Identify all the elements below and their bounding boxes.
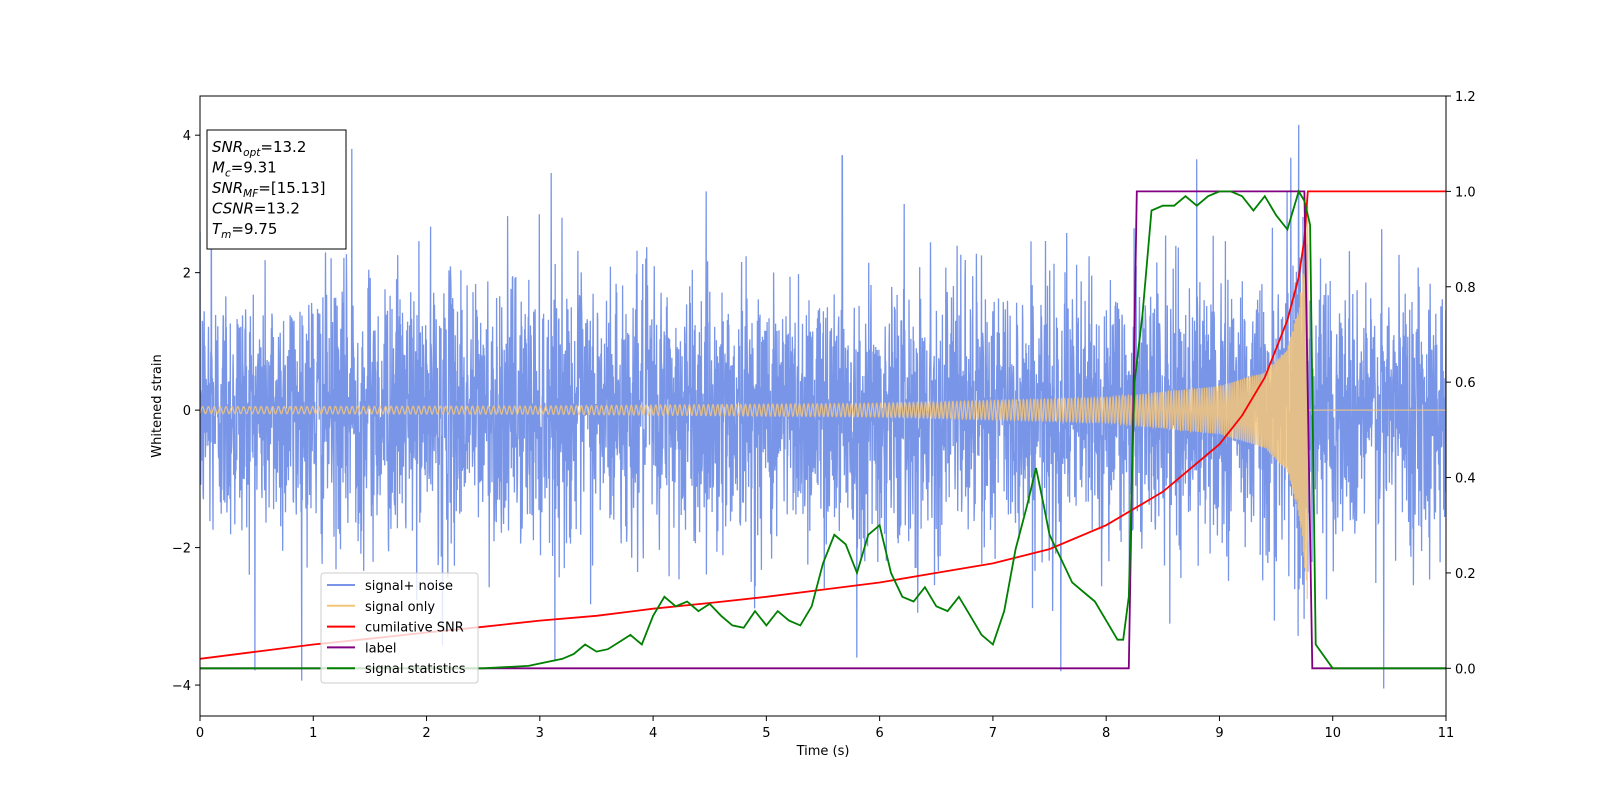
legend-label-label: label [365, 641, 396, 656]
info-box-frame [206, 129, 347, 250]
legend-label-cumilative-snr: cumilative SNR [365, 621, 464, 636]
y-axis-title: Whitened strain [150, 354, 165, 457]
y-tick-label: −4 [172, 679, 191, 694]
x-tick-label: 7 [989, 726, 997, 741]
x-tick-label: 1 [309, 726, 317, 741]
x-tick-label: 6 [875, 726, 883, 741]
y-tick-label: 0 [183, 404, 191, 419]
y-tick-label: 2 [183, 267, 191, 282]
info-line: SNRMF=[15.13] [212, 179, 326, 200]
series-signal-plus-noise [200, 124, 1446, 689]
x-tick-label: 9 [1215, 726, 1223, 741]
y2-tick-label: 1.0 [1455, 185, 1476, 200]
x-tick-label: 4 [649, 726, 657, 741]
legend-label-signal-noise: signal+ noise [365, 579, 453, 594]
legend-label-signal-statistics: signal statistics [365, 662, 466, 677]
y2-tick-label: 0.8 [1455, 281, 1476, 296]
y-axis: −4 −2 0 2 4 [172, 129, 200, 694]
y-tick-label: 4 [183, 129, 191, 144]
x-tick-label: 0 [196, 726, 204, 741]
plot-frame [199, 95, 1447, 717]
y2-tick-label: 0.6 [1455, 376, 1476, 391]
info-box: SNRopt=13.2Mc=9.31SNRMF=[15.13]CSNR=13.2… [206, 129, 347, 250]
series-signal-statistics [200, 189, 1446, 670]
x-tick-label: 11 [1438, 726, 1455, 741]
series-signal-only [200, 205, 1446, 599]
info-line: SNRopt=13.2 [212, 138, 306, 159]
x-tick-label: 10 [1324, 726, 1341, 741]
y2-axis: 0.0 0.2 0.4 0.6 0.8 1.0 1.2 [1446, 90, 1476, 677]
y2-tick-label: 0.4 [1455, 472, 1476, 487]
x-axis-title: Time (s) [796, 744, 850, 759]
info-line: Tm=9.75 [212, 220, 277, 241]
y-tick-label: −2 [172, 542, 191, 557]
legend-label-signal-only: signal only [365, 600, 435, 615]
x-axis: 0 1 2 3 4 5 6 7 8 9 10 11 [196, 716, 1454, 741]
y2-tick-label: 0.2 [1455, 567, 1476, 582]
info-line: CSNR=13.2 [212, 200, 300, 218]
y2-tick-label: 1.2 [1455, 90, 1476, 105]
x-tick-label: 2 [422, 726, 430, 741]
legend-frame [320, 572, 479, 684]
y2-tick-label: 0.0 [1455, 662, 1476, 677]
x-tick-label: 5 [762, 726, 770, 741]
info-line: Mc=9.31 [212, 159, 277, 180]
legend: signal+ noise signal only cumilative SNR la… [320, 572, 479, 684]
x-tick-label: 8 [1102, 726, 1110, 741]
x-tick-label: 3 [536, 726, 544, 741]
